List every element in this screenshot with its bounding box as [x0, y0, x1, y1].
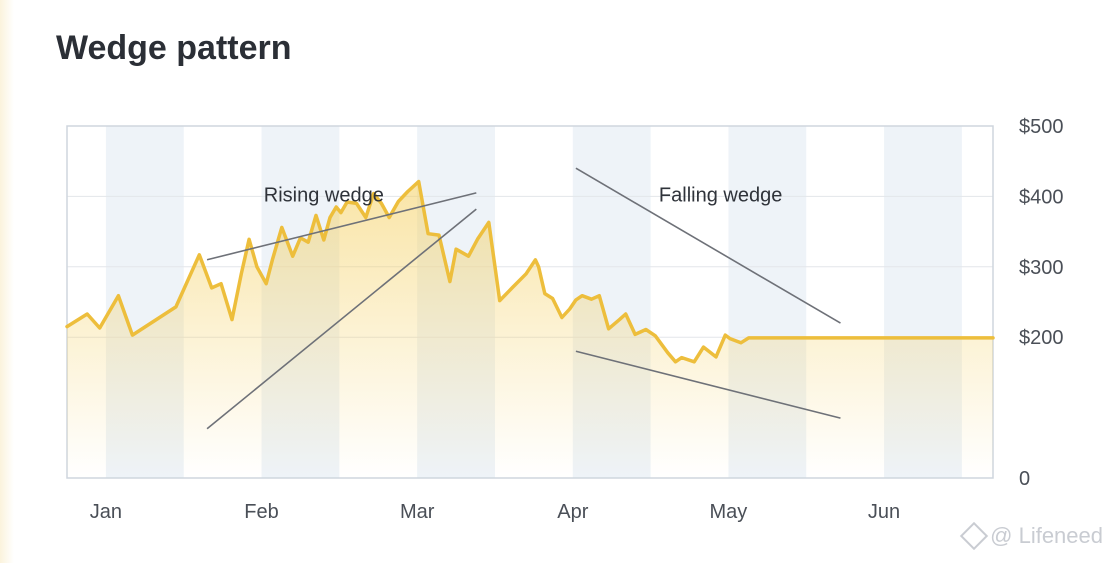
- x-tick-label-may: May: [710, 501, 748, 523]
- price-area-fill: [67, 181, 993, 478]
- watermark-text: @ Lifeneed: [990, 523, 1103, 548]
- y-tick-label-0: 0: [1019, 468, 1030, 490]
- y-tick-label-3: $400: [1019, 186, 1064, 208]
- left-edge-tint: [0, 0, 14, 563]
- wedge-trendlines: [206, 167, 841, 430]
- watermark-logo-icon: [959, 521, 989, 551]
- y-tick-label-4: $500: [1019, 116, 1064, 138]
- x-tick-label-mar: Mar: [400, 501, 435, 523]
- trendline-3: [575, 350, 841, 419]
- watermark: @ Lifeneed: [959, 521, 1103, 551]
- x-tick-label-jun: Jun: [868, 501, 900, 523]
- trendline-0: [206, 192, 477, 261]
- x-tick-label-feb: Feb: [244, 501, 278, 523]
- wedge-annotations: Rising wedge Falling wedge: [264, 184, 783, 206]
- y-axis-tick-labels: 0 $200 $300 $400 $500: [1019, 116, 1064, 490]
- y-tick-label-2: $300: [1019, 257, 1064, 279]
- x-tick-label-jan: Jan: [90, 501, 122, 523]
- x-tick-label-apr: Apr: [557, 501, 588, 523]
- price-line: [65, 179, 995, 364]
- y-tick-label-1: $200: [1019, 327, 1064, 349]
- page-title: Wedge pattern: [56, 29, 292, 67]
- trendline-1: [206, 208, 477, 430]
- annotation-label-1: Falling wedge: [659, 184, 782, 206]
- trendline-2: [575, 167, 841, 324]
- x-axis-tick-labels: Jan Feb Mar Apr May Jun: [90, 501, 900, 523]
- annotation-label-0: Rising wedge: [264, 184, 384, 206]
- price-points: [66, 181, 994, 362]
